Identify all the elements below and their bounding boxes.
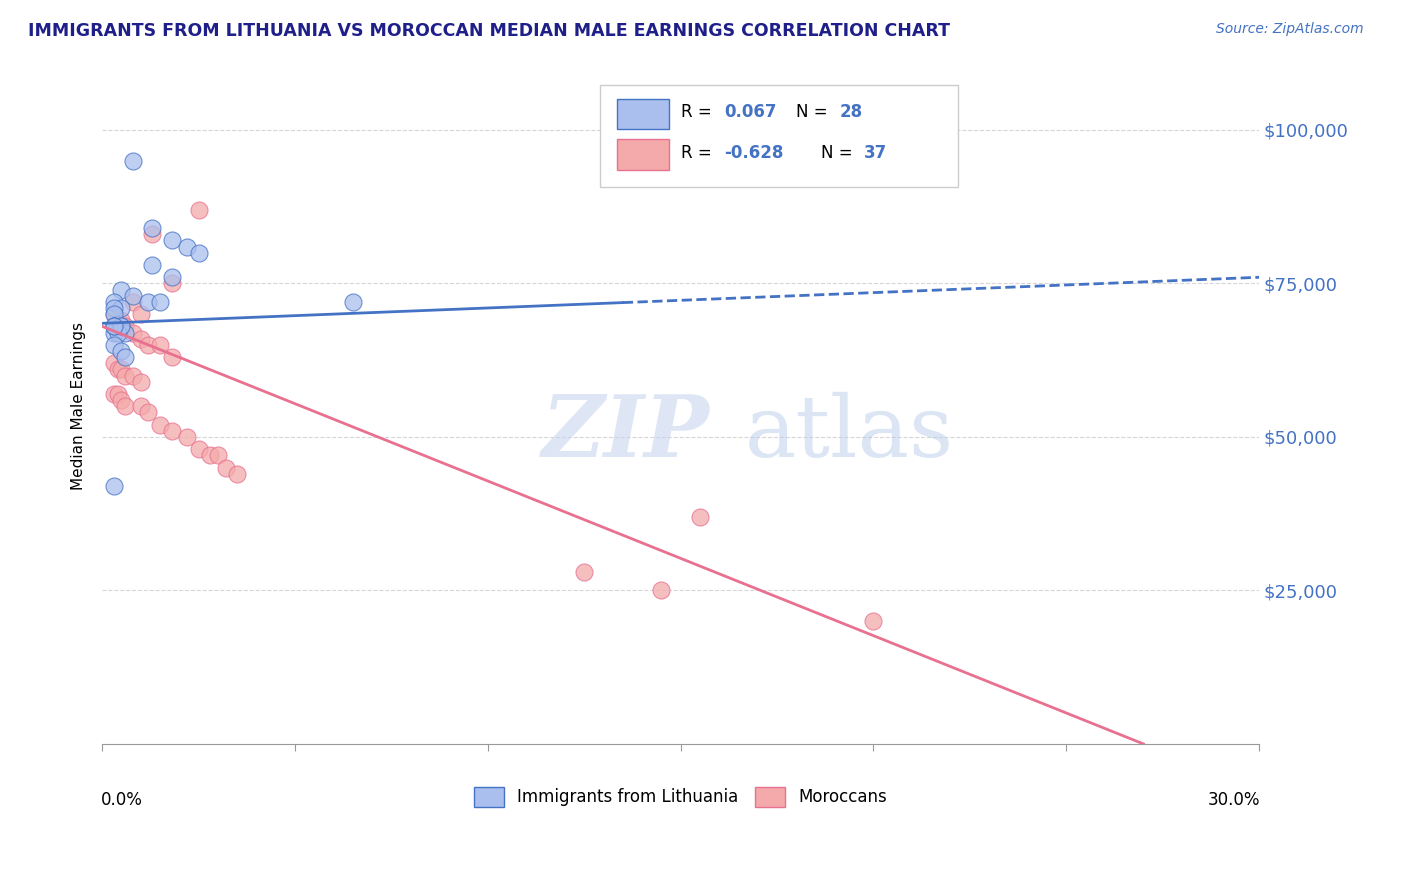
Text: Source: ZipAtlas.com: Source: ZipAtlas.com xyxy=(1216,22,1364,37)
Point xyxy=(574,565,596,579)
Point xyxy=(107,326,129,340)
Point xyxy=(103,479,125,493)
Point xyxy=(160,277,183,291)
Point xyxy=(187,442,209,457)
Text: -0.628: -0.628 xyxy=(724,144,785,162)
Point xyxy=(650,583,672,598)
Text: N =: N = xyxy=(821,144,858,162)
Point xyxy=(160,424,183,438)
Point xyxy=(689,509,711,524)
Text: 0.0%: 0.0% xyxy=(101,791,143,809)
Point xyxy=(176,430,198,444)
Text: R =: R = xyxy=(681,103,717,121)
Point xyxy=(160,350,183,364)
Point xyxy=(110,319,132,334)
Point xyxy=(187,245,209,260)
Point xyxy=(149,417,172,432)
Point xyxy=(110,283,132,297)
FancyBboxPatch shape xyxy=(600,86,959,186)
Point xyxy=(114,326,136,340)
Point xyxy=(107,387,129,401)
Y-axis label: Median Male Earnings: Median Male Earnings xyxy=(72,322,86,491)
Text: N =: N = xyxy=(796,103,834,121)
Point xyxy=(103,387,125,401)
Point xyxy=(103,301,125,315)
Point xyxy=(141,221,163,235)
Point xyxy=(103,319,125,334)
Point xyxy=(160,270,183,285)
Point xyxy=(129,399,152,413)
Point xyxy=(226,467,249,481)
Point xyxy=(214,460,236,475)
Point xyxy=(207,448,229,462)
Point xyxy=(114,319,136,334)
Point xyxy=(129,375,152,389)
Point xyxy=(110,313,132,327)
Point xyxy=(110,362,132,376)
Point xyxy=(149,294,172,309)
Point xyxy=(138,338,160,352)
Point xyxy=(122,294,145,309)
Point xyxy=(160,234,183,248)
Point xyxy=(103,294,125,309)
Point xyxy=(103,307,125,321)
Point xyxy=(107,362,129,376)
Point xyxy=(103,319,125,334)
Point xyxy=(342,294,364,309)
Point xyxy=(110,301,132,315)
Point xyxy=(141,227,163,242)
Point xyxy=(198,448,221,462)
Text: atlas: atlas xyxy=(744,392,953,475)
Point xyxy=(103,319,125,334)
Bar xyxy=(617,139,669,169)
Point xyxy=(187,202,209,217)
Point xyxy=(149,338,172,352)
Legend: Immigrants from Lithuania, Moroccans: Immigrants from Lithuania, Moroccans xyxy=(467,780,894,814)
Point xyxy=(114,399,136,413)
Point xyxy=(129,332,152,346)
Text: IMMIGRANTS FROM LITHUANIA VS MOROCCAN MEDIAN MALE EARNINGS CORRELATION CHART: IMMIGRANTS FROM LITHUANIA VS MOROCCAN ME… xyxy=(28,22,950,40)
Point xyxy=(141,258,163,272)
Point xyxy=(122,153,145,168)
Text: 0.067: 0.067 xyxy=(724,103,778,121)
Point xyxy=(862,614,884,628)
Point xyxy=(138,405,160,419)
Bar xyxy=(617,99,669,129)
Point xyxy=(103,338,125,352)
Point xyxy=(114,368,136,383)
Point xyxy=(110,319,132,334)
Text: R =: R = xyxy=(681,144,717,162)
Point xyxy=(110,393,132,408)
Point xyxy=(103,356,125,370)
Point xyxy=(103,326,125,340)
Point xyxy=(122,326,145,340)
Text: 28: 28 xyxy=(839,103,862,121)
Text: ZIP: ZIP xyxy=(541,392,710,475)
Point xyxy=(103,307,125,321)
Point xyxy=(176,239,198,253)
Point xyxy=(138,294,160,309)
Point xyxy=(122,368,145,383)
Text: 30.0%: 30.0% xyxy=(1208,791,1260,809)
Text: 37: 37 xyxy=(863,144,887,162)
Point xyxy=(129,307,152,321)
Point xyxy=(110,343,132,358)
Point xyxy=(122,288,145,302)
Point xyxy=(114,350,136,364)
